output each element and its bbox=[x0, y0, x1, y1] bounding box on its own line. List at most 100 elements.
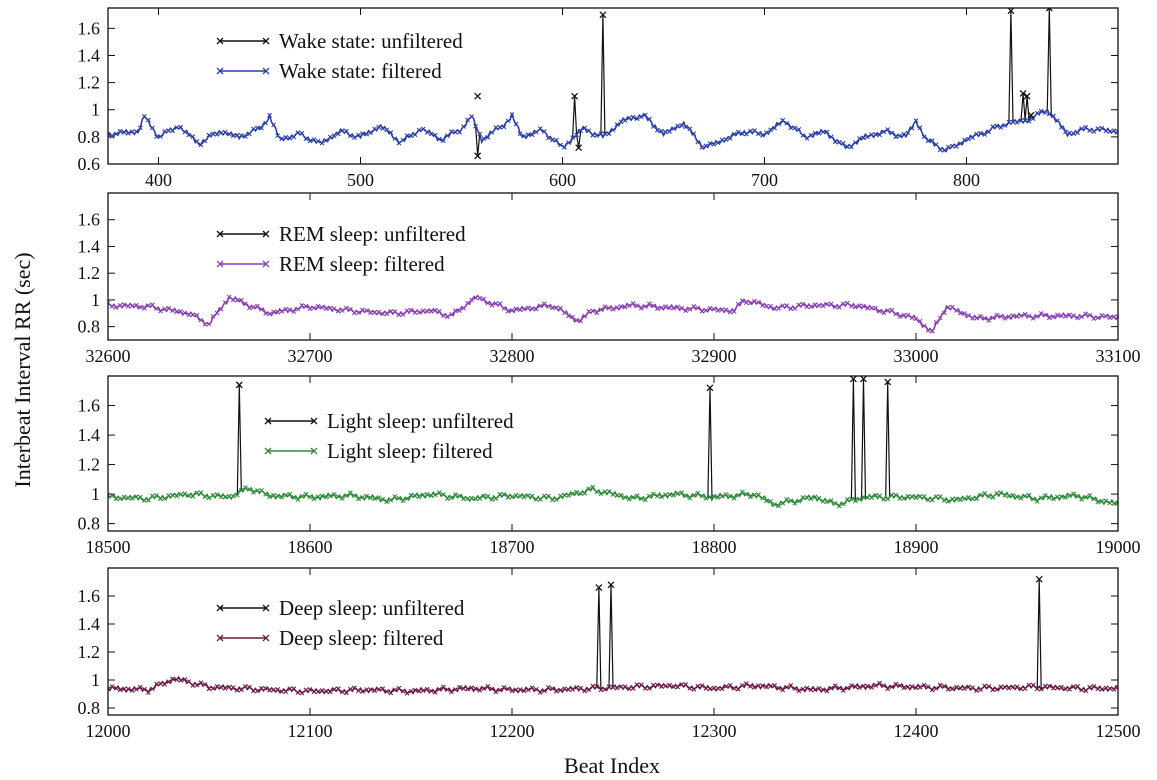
chart-panel-4: 12000 12100 12200 12300 12400 12500 0.8 1 1.2 1.4… bbox=[78, 567, 1141, 741]
spike-marker bbox=[474, 92, 482, 100]
x-tick-label: 700 bbox=[751, 170, 778, 190]
legend-marker bbox=[216, 604, 270, 612]
plot-area bbox=[108, 294, 1118, 334]
x-tick-label: 600 bbox=[549, 170, 576, 190]
unfiltered-series-line bbox=[108, 8, 1118, 156]
y-tick-label: 0.6 bbox=[78, 154, 101, 174]
y-tick-label: 1.4 bbox=[78, 425, 101, 445]
x-tick-label: 12400 bbox=[894, 721, 939, 741]
spike-marker bbox=[860, 376, 867, 383]
plot-area bbox=[108, 575, 1118, 696]
x-tick-label: 500 bbox=[347, 170, 374, 190]
legend-entry: Deep sleep: unfiltered bbox=[279, 596, 465, 620]
unfiltered-series-line bbox=[108, 579, 1118, 695]
y-tick-label: 1.2 bbox=[78, 263, 101, 283]
y-tick-label: 1.2 bbox=[78, 642, 101, 662]
panel-frame bbox=[107, 192, 1119, 341]
y-tick-label: 1.6 bbox=[78, 210, 101, 230]
chart-panel-3: 18500 18600 18700 18800 18900 19000 0.8 1 1.2 1.4… bbox=[78, 375, 1141, 557]
x-tick-label: 800 bbox=[953, 170, 980, 190]
spike-marker bbox=[1007, 8, 1015, 15]
spike-marker bbox=[1023, 92, 1031, 100]
x-tick-label: 32800 bbox=[490, 346, 535, 366]
legend-entry: REM sleep: filtered bbox=[279, 252, 445, 276]
filtered-markers bbox=[108, 294, 1118, 334]
x-tick-label: 400 bbox=[145, 170, 172, 190]
y-tick-label: 1 bbox=[91, 484, 100, 504]
x-tick-label: 33100 bbox=[1096, 346, 1141, 366]
x-tick-label: 12500 bbox=[1096, 721, 1141, 741]
spike-marker bbox=[575, 144, 583, 152]
legend-entry: Wake state: filtered bbox=[279, 59, 442, 83]
spike-marker bbox=[706, 384, 714, 392]
spike-marker bbox=[571, 92, 579, 100]
x-tick-label: 33000 bbox=[894, 346, 939, 366]
spike-marker bbox=[1045, 8, 1053, 12]
x-tick-label: 18600 bbox=[288, 537, 333, 557]
x-tick-label: 12200 bbox=[490, 721, 535, 741]
spike-marker bbox=[595, 584, 603, 592]
y-axis-title: Interbeat Interval RR (sec) bbox=[10, 252, 35, 487]
unfiltered-series-line bbox=[108, 378, 1118, 508]
spike-marker bbox=[474, 152, 482, 160]
spike-marker bbox=[1035, 575, 1043, 583]
chart-panel-1: 400 500 600 700 800 0.6 0.8 1 1.2 1.4 1.6 Wake stat… bbox=[78, 7, 1119, 190]
y-tick-label: 0.8 bbox=[78, 127, 101, 147]
panel-frame bbox=[107, 375, 1119, 532]
filtered-series-line bbox=[108, 485, 1118, 508]
x-tick-label: 12100 bbox=[288, 721, 333, 741]
chart-panel-2: 32600 32700 32800 32900 33000 33100 0.8 1 1.2 1.4… bbox=[78, 192, 1141, 366]
y-tick-label: 1.4 bbox=[78, 614, 101, 634]
spike-marker bbox=[607, 581, 615, 589]
y-tick-label: 1.4 bbox=[78, 45, 101, 65]
legend-marker bbox=[216, 260, 270, 268]
spike-marker bbox=[599, 11, 607, 19]
legend-entry: Deep sleep: filtered bbox=[279, 626, 444, 650]
x-tick-label: 18800 bbox=[692, 537, 737, 557]
x-tick-label: 18500 bbox=[86, 537, 131, 557]
y-tick-label: 1.2 bbox=[78, 455, 101, 475]
filtered-markers bbox=[108, 676, 1118, 696]
y-tick-label: 0.8 bbox=[78, 514, 101, 534]
y-tick-label: 0.8 bbox=[78, 317, 101, 337]
legend-marker bbox=[264, 447, 318, 455]
legend-entry: Light sleep: unfiltered bbox=[327, 409, 514, 433]
legend-marker bbox=[216, 37, 270, 45]
y-tick-label: 1.4 bbox=[78, 236, 101, 256]
plot-area bbox=[108, 376, 1118, 509]
y-tick-label: 1.6 bbox=[78, 18, 101, 38]
spike-marker bbox=[235, 381, 243, 389]
legend-marker bbox=[216, 634, 270, 642]
y-tick-label: 1.2 bbox=[78, 73, 101, 93]
legend-marker bbox=[216, 67, 270, 75]
x-tick-label: 18700 bbox=[490, 537, 535, 557]
x-tick-label: 18900 bbox=[894, 537, 939, 557]
filtered-markers bbox=[108, 108, 1118, 153]
legend-marker bbox=[264, 417, 318, 425]
spike-marker bbox=[1019, 90, 1027, 97]
panel-frame bbox=[107, 567, 1119, 716]
x-axis-title: Beat Index bbox=[564, 753, 660, 778]
x-tick-label: 32900 bbox=[692, 346, 737, 366]
y-tick-label: 1.6 bbox=[78, 396, 101, 416]
legend-entry: REM sleep: unfiltered bbox=[279, 222, 466, 246]
spike-marker bbox=[849, 376, 857, 383]
x-tick-label: 12300 bbox=[692, 721, 737, 741]
x-tick-label: 32600 bbox=[86, 346, 131, 366]
legend-entry: Wake state: unfiltered bbox=[279, 29, 463, 53]
x-tick-label: 32700 bbox=[288, 346, 333, 366]
panels: 400 500 600 700 800 0.6 0.8 1 1.2 1.4 1.6 Wake stat… bbox=[78, 7, 1141, 741]
plot-area bbox=[108, 8, 1118, 160]
y-tick-label: 1 bbox=[91, 670, 100, 690]
filtered-markers bbox=[108, 484, 1118, 509]
spike-marker bbox=[884, 378, 892, 386]
y-tick-label: 1 bbox=[91, 290, 100, 310]
spike-marker bbox=[1027, 111, 1035, 119]
x-tick-label: 12000 bbox=[86, 721, 131, 741]
panel-frame bbox=[107, 7, 1119, 165]
y-tick-label: 1 bbox=[91, 100, 100, 120]
legend-entry: Light sleep: filtered bbox=[327, 439, 493, 463]
x-tick-label: 19000 bbox=[1096, 537, 1141, 557]
y-tick-label: 1.6 bbox=[78, 586, 101, 606]
